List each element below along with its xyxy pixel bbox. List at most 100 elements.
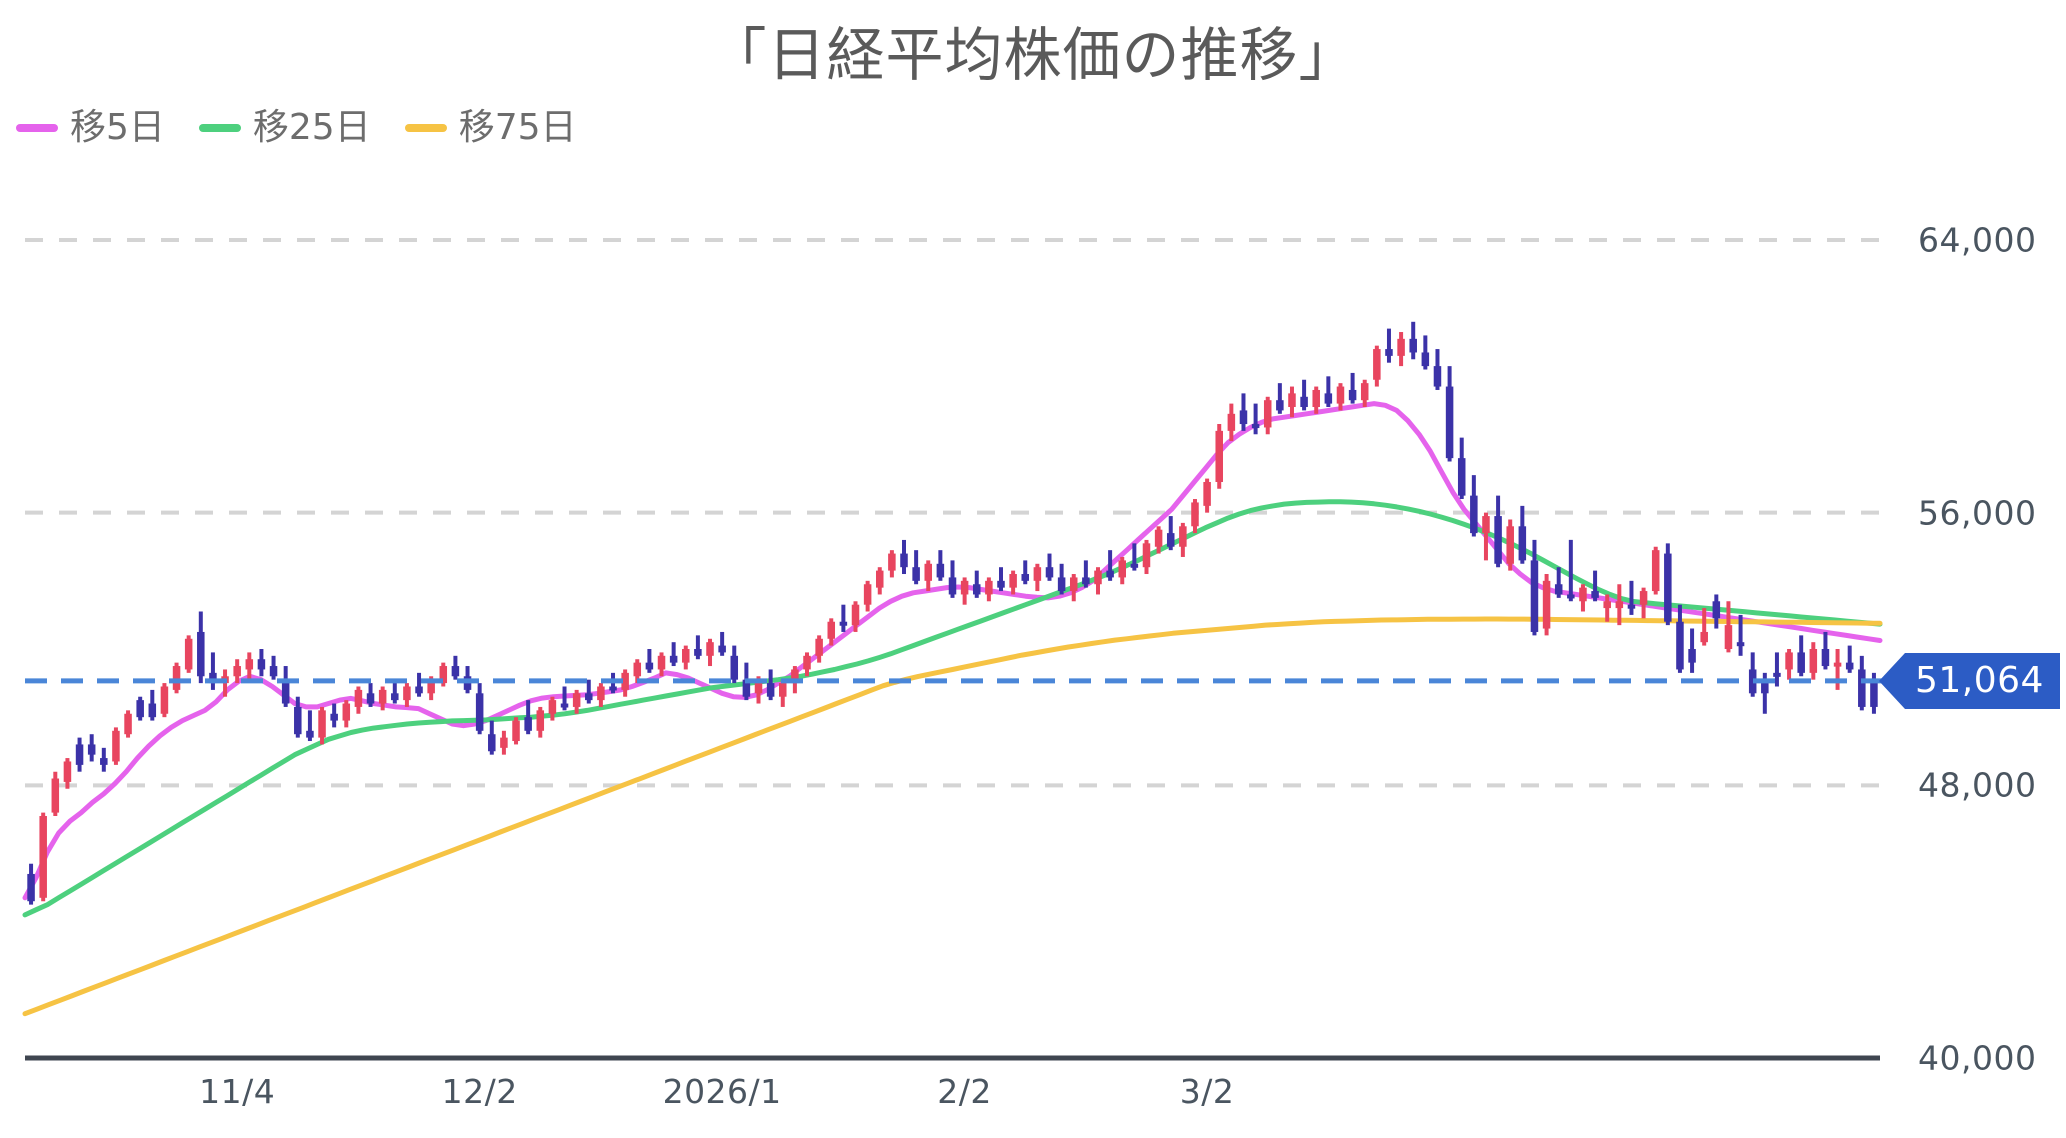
candle-body: [924, 563, 933, 581]
candle-body: [1482, 516, 1490, 534]
candle-body: [306, 730, 314, 738]
candle-body: [997, 580, 1005, 588]
candle-body: [1664, 553, 1672, 622]
candle-body: [1457, 458, 1466, 496]
candle-body: [330, 713, 338, 721]
candle-body: [1445, 386, 1454, 459]
candle-body: [960, 580, 969, 595]
candle-body: [209, 672, 217, 684]
chart-legend: 移5日 移25日 移75日: [16, 110, 577, 146]
legend-label-ma25: 移25日: [252, 107, 371, 148]
candle-body: [1324, 393, 1333, 404]
candle-body: [100, 758, 108, 765]
candle-body: [1203, 481, 1211, 506]
candle-body: [1858, 669, 1866, 707]
candle-body: [572, 693, 581, 707]
candle-body: [1142, 543, 1151, 568]
candle-body: [403, 686, 411, 701]
candle-body: [706, 642, 714, 656]
candle-body: [560, 703, 569, 708]
candle-body: [936, 563, 945, 578]
candle-body: [948, 577, 957, 595]
candle-body: [500, 737, 508, 748]
candle-body: [1130, 563, 1139, 568]
candle-body: [1736, 642, 1745, 647]
x-tick-label: 12/2: [441, 1072, 518, 1111]
candle-body: [160, 686, 169, 714]
legend-item-ma75[interactable]: 移75日: [404, 110, 577, 146]
candle-body: [1360, 383, 1369, 401]
candle-body: [475, 693, 484, 731]
candle-body: [427, 679, 435, 694]
candle-body: [1627, 604, 1636, 609]
candle-body: [548, 700, 557, 714]
candle-body: [27, 873, 35, 902]
legend-swatch-ma5: [16, 124, 58, 132]
candle-body: [281, 679, 290, 704]
candle-body: [1591, 591, 1599, 598]
candle-body: [1542, 580, 1551, 629]
candle-body: [657, 655, 666, 670]
candle-body: [1215, 430, 1223, 482]
x-tick-label: 3/2: [1179, 1072, 1235, 1111]
candle-body: [318, 710, 326, 738]
candle-body: [718, 645, 726, 653]
candle-body: [645, 662, 654, 670]
candle-body: [621, 672, 629, 690]
candle-body: [730, 655, 739, 680]
candle-body: [1506, 526, 1514, 564]
candle-body: [694, 649, 702, 656]
y-tick-label: 40,000: [1918, 1038, 2037, 1078]
x-tick-label: 2/2: [937, 1072, 992, 1111]
page-title: 「日経平均株価の推移」: [708, 21, 1358, 89]
candle-body: [524, 717, 532, 731]
candle-body: [1227, 413, 1236, 431]
candle-body: [1154, 529, 1163, 547]
legend-label-ma5: 移5日: [70, 107, 165, 148]
candle-body: [766, 683, 775, 697]
candle-body: [1809, 649, 1818, 673]
ma-line-2: [22, 616, 1883, 1017]
candle-body: [1179, 526, 1187, 547]
candle-body: [1385, 349, 1393, 356]
candle-body: [1082, 577, 1090, 585]
candle-body: [1348, 389, 1357, 401]
legend-item-ma25[interactable]: 移25日: [198, 107, 371, 148]
x-tick-label: 11/4: [199, 1072, 276, 1111]
candle-body: [124, 713, 132, 735]
candle-body: [451, 666, 460, 677]
candle-body: [609, 686, 617, 691]
legend-swatch-ma25: [198, 124, 241, 132]
y-tick-label: 56,000: [1918, 493, 2037, 533]
y-tick-label: 48,000: [1918, 765, 2037, 805]
legend-item-ma5[interactable]: 移5日: [16, 110, 165, 146]
candle-body: [112, 730, 120, 762]
candle-body: [512, 720, 520, 742]
candle-body: [1069, 577, 1078, 592]
candle-body: [172, 666, 181, 690]
candle-body: [985, 580, 993, 595]
candle-body: [754, 679, 763, 694]
candle-body: [1409, 338, 1417, 353]
candle-body: [839, 621, 848, 626]
candle-body: [233, 666, 241, 677]
y-tick-label: 64,000: [1918, 220, 2037, 260]
candle-body: [1009, 574, 1017, 588]
candle-body: [439, 666, 448, 684]
candle-body: [87, 744, 96, 755]
candle-body: [1494, 516, 1502, 564]
candle-body: [1021, 574, 1030, 581]
candle-body: [1433, 366, 1442, 387]
candle-body: [1554, 584, 1563, 595]
candle-body: [1094, 570, 1102, 585]
candle-body: [1651, 550, 1660, 592]
candle-body: [1724, 625, 1733, 649]
candle-body: [184, 638, 193, 670]
candle-body: [269, 666, 278, 677]
candle-body: [1239, 410, 1248, 425]
candle-body: [75, 744, 84, 765]
candle-body: [1821, 649, 1830, 667]
candle-body: [1845, 662, 1854, 670]
